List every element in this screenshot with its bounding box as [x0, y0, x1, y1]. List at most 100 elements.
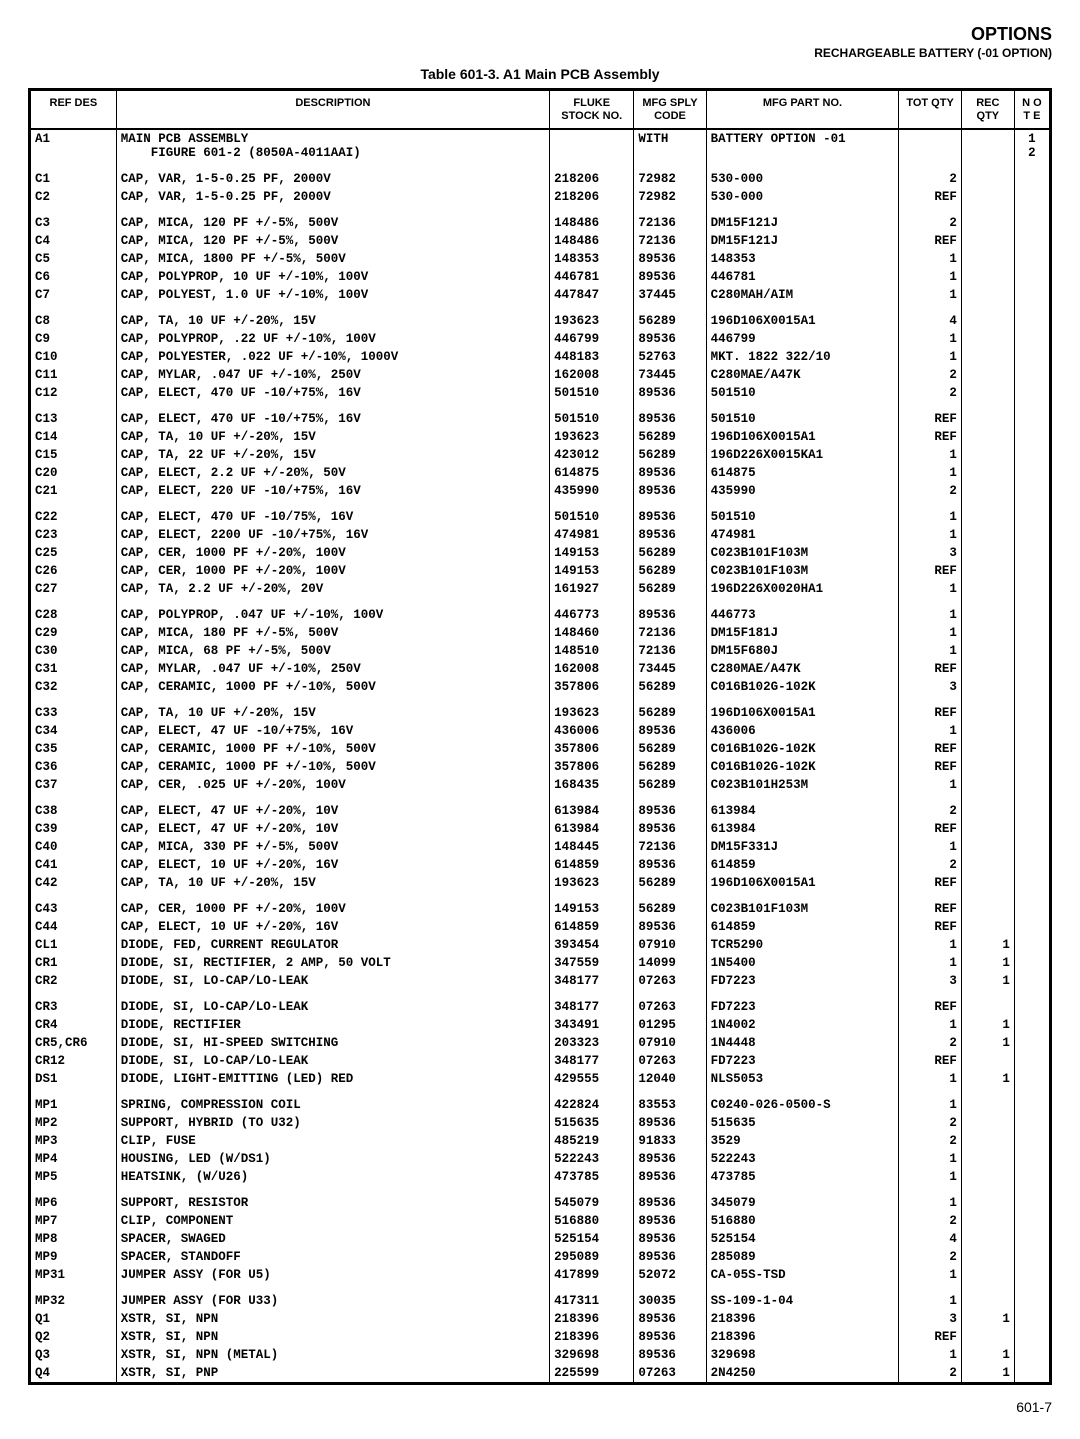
cell-desc: JUMPER ASSY (FOR U33) — [116, 1284, 549, 1310]
cell-note — [1014, 526, 1050, 544]
cell-fluke: 149153 — [550, 544, 634, 562]
table-row: C3CAP, MICA, 120 PF +/-5%, 500V148486721… — [30, 206, 1051, 232]
table-row: C8CAP, TA, 10 UF +/-20%, 15V193623562891… — [30, 304, 1051, 330]
options-title: OPTIONS — [28, 24, 1052, 46]
cell-rec — [961, 990, 1014, 1016]
table-row: MP5HEATSINK, (W/U26)473785895364737851 — [30, 1168, 1051, 1186]
cell-tot: 1 — [899, 1186, 962, 1212]
cell-rec: 1 — [961, 1070, 1014, 1088]
cell-note — [1014, 304, 1050, 330]
cell-ref: C21 — [30, 482, 117, 500]
cell-part: C023B101F103M — [706, 892, 899, 918]
cell-tot: 3 — [899, 972, 962, 990]
cell-desc: CAP, ELECT, 47 UF -10/+75%, 16V — [116, 722, 549, 740]
cell-ref: CR5,CR6 — [30, 1034, 117, 1052]
cell-desc: SUPPORT, HYBRID (TO U32) — [116, 1114, 549, 1132]
cell-ref: CR2 — [30, 972, 117, 990]
cell-part: 501510 — [706, 500, 899, 526]
cell-ref: C20 — [30, 464, 117, 482]
cell-sply: 72136 — [634, 624, 706, 642]
cell-rec — [961, 129, 1014, 162]
table-row: CR1DIODE, SI, RECTIFIER, 2 AMP, 50 VOLT3… — [30, 954, 1051, 972]
cell-desc: CAP, CER, 1000 PF +/-20%, 100V — [116, 562, 549, 580]
cell-sply: 72136 — [634, 642, 706, 660]
cell-fluke: 522243 — [550, 1150, 634, 1168]
cell-tot: 1 — [899, 1346, 962, 1364]
cell-tot: 1 — [899, 500, 962, 526]
table-row: C2CAP, VAR, 1-5-0.25 PF, 2000V2182067298… — [30, 188, 1051, 206]
cell-sply: 12040 — [634, 1070, 706, 1088]
cell-part: C023B101F103M — [706, 544, 899, 562]
table-row: C32CAP, CERAMIC, 1000 PF +/-10%, 500V357… — [30, 678, 1051, 696]
cell-sply: 89536 — [634, 330, 706, 348]
cell-desc: XSTR, SI, PNP — [116, 1364, 549, 1384]
cell-sply: 30035 — [634, 1284, 706, 1310]
cell-note — [1014, 1186, 1050, 1212]
cell-sply: 89536 — [634, 268, 706, 286]
table-row: DS1DIODE, LIGHT-EMITTING (LED) RED429555… — [30, 1070, 1051, 1088]
cell-note — [1014, 250, 1050, 268]
cell-sply: 89536 — [634, 1230, 706, 1248]
table-row: C14CAP, TA, 10 UF +/-20%, 15V19362356289… — [30, 428, 1051, 446]
cell-sply: 72982 — [634, 188, 706, 206]
cell-fluke: 148353 — [550, 250, 634, 268]
cell-rec: 1 — [961, 972, 1014, 990]
cell-part: DM15F181J — [706, 624, 899, 642]
table-row: MP31JUMPER ASSY (FOR U5)41789952072CA-05… — [30, 1266, 1051, 1284]
table-row: C15CAP, TA, 22 UF +/-20%, 15V42301256289… — [30, 446, 1051, 464]
cell-rec: 1 — [961, 954, 1014, 972]
table-row: C36CAP, CERAMIC, 1000 PF +/-10%, 500V357… — [30, 758, 1051, 776]
cell-note — [1014, 794, 1050, 820]
cell-ref: C38 — [30, 794, 117, 820]
cell-part: 613984 — [706, 794, 899, 820]
cell-ref: C25 — [30, 544, 117, 562]
cell-desc: CAP, TA, 10 UF +/-20%, 15V — [116, 428, 549, 446]
cell-sply: 91833 — [634, 1132, 706, 1150]
cell-part: FD7223 — [706, 990, 899, 1016]
cell-tot: REF — [899, 428, 962, 446]
cell-rec — [961, 892, 1014, 918]
cell-desc: CAP, VAR, 1-5-0.25 PF, 2000V — [116, 188, 549, 206]
col-tot: TOT QTY — [899, 89, 962, 129]
cell-part: C016B102G-102K — [706, 758, 899, 776]
table-row: C39CAP, ELECT, 47 UF +/-20%, 10V61398489… — [30, 820, 1051, 838]
table-row: CR4DIODE, RECTIFIER343491012951N400211 — [30, 1016, 1051, 1034]
cell-tot: 1 — [899, 1168, 962, 1186]
cell-ref: MP4 — [30, 1150, 117, 1168]
cell-desc: DIODE, RECTIFIER — [116, 1016, 549, 1034]
cell-fluke: 148460 — [550, 624, 634, 642]
cell-rec — [961, 1186, 1014, 1212]
cell-note — [1014, 1114, 1050, 1132]
cell-ref: C10 — [30, 348, 117, 366]
table-row: MP2SUPPORT, HYBRID (TO U32)5156358953651… — [30, 1114, 1051, 1132]
cell-tot: 1 — [899, 526, 962, 544]
cell-tot: REF — [899, 232, 962, 250]
cell-rec — [961, 678, 1014, 696]
cell-rec: 1 — [961, 1346, 1014, 1364]
cell-note — [1014, 892, 1050, 918]
cell-tot: 1 — [899, 954, 962, 972]
cell-note — [1014, 874, 1050, 892]
table-row: MP7CLIP, COMPONENT516880895365168802 — [30, 1212, 1051, 1230]
cell-part: CA-05S-TSD — [706, 1266, 899, 1284]
cell-tot: REF — [899, 562, 962, 580]
table-row: C37CAP, CER, .025 UF +/-20%, 100V1684355… — [30, 776, 1051, 794]
cell-rec: 1 — [961, 1034, 1014, 1052]
cell-rec — [961, 1114, 1014, 1132]
cell-note — [1014, 820, 1050, 838]
cell-tot: 2 — [899, 366, 962, 384]
cell-fluke: 347559 — [550, 954, 634, 972]
cell-tot: 2 — [899, 794, 962, 820]
table-row: C34CAP, ELECT, 47 UF -10/+75%, 16V436006… — [30, 722, 1051, 740]
cell-part: 474981 — [706, 526, 899, 544]
cell-tot: 1 — [899, 598, 962, 624]
cell-ref: MP1 — [30, 1088, 117, 1114]
cell-tot: REF — [899, 820, 962, 838]
cell-note — [1014, 428, 1050, 446]
cell-note — [1014, 366, 1050, 384]
cell-sply: 01295 — [634, 1016, 706, 1034]
cell-sply: 89536 — [634, 1186, 706, 1212]
cell-fluke: 435990 — [550, 482, 634, 500]
cell-fluke: 436006 — [550, 722, 634, 740]
cell-part: 436006 — [706, 722, 899, 740]
